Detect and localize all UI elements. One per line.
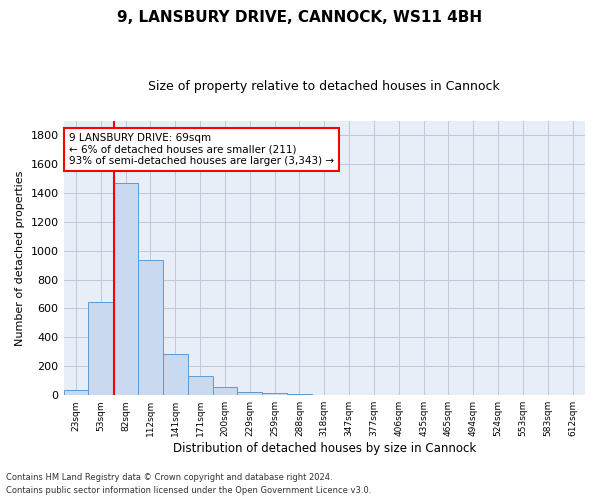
Bar	[287, 394, 312, 395]
Text: 9, LANSBURY DRIVE, CANNOCK, WS11 4BH: 9, LANSBURY DRIVE, CANNOCK, WS11 4BH	[118, 10, 482, 25]
Text: 9 LANSBURY DRIVE: 69sqm
← 6% of detached houses are smaller (211)
93% of semi-de: 9 LANSBURY DRIVE: 69sqm ← 6% of detached…	[69, 133, 334, 166]
Bar	[138, 260, 163, 395]
Bar	[88, 302, 113, 395]
Bar	[212, 386, 238, 395]
Text: Contains HM Land Registry data © Crown copyright and database right 2024.
Contai: Contains HM Land Registry data © Crown c…	[6, 474, 371, 495]
Bar	[113, 182, 138, 395]
Bar	[262, 392, 287, 395]
Bar	[163, 354, 188, 395]
Bar	[188, 376, 212, 395]
Bar	[64, 390, 88, 395]
Y-axis label: Number of detached properties: Number of detached properties	[15, 170, 25, 346]
Title: Size of property relative to detached houses in Cannock: Size of property relative to detached ho…	[148, 80, 500, 93]
Bar	[238, 392, 262, 395]
X-axis label: Distribution of detached houses by size in Cannock: Distribution of detached houses by size …	[173, 442, 476, 455]
